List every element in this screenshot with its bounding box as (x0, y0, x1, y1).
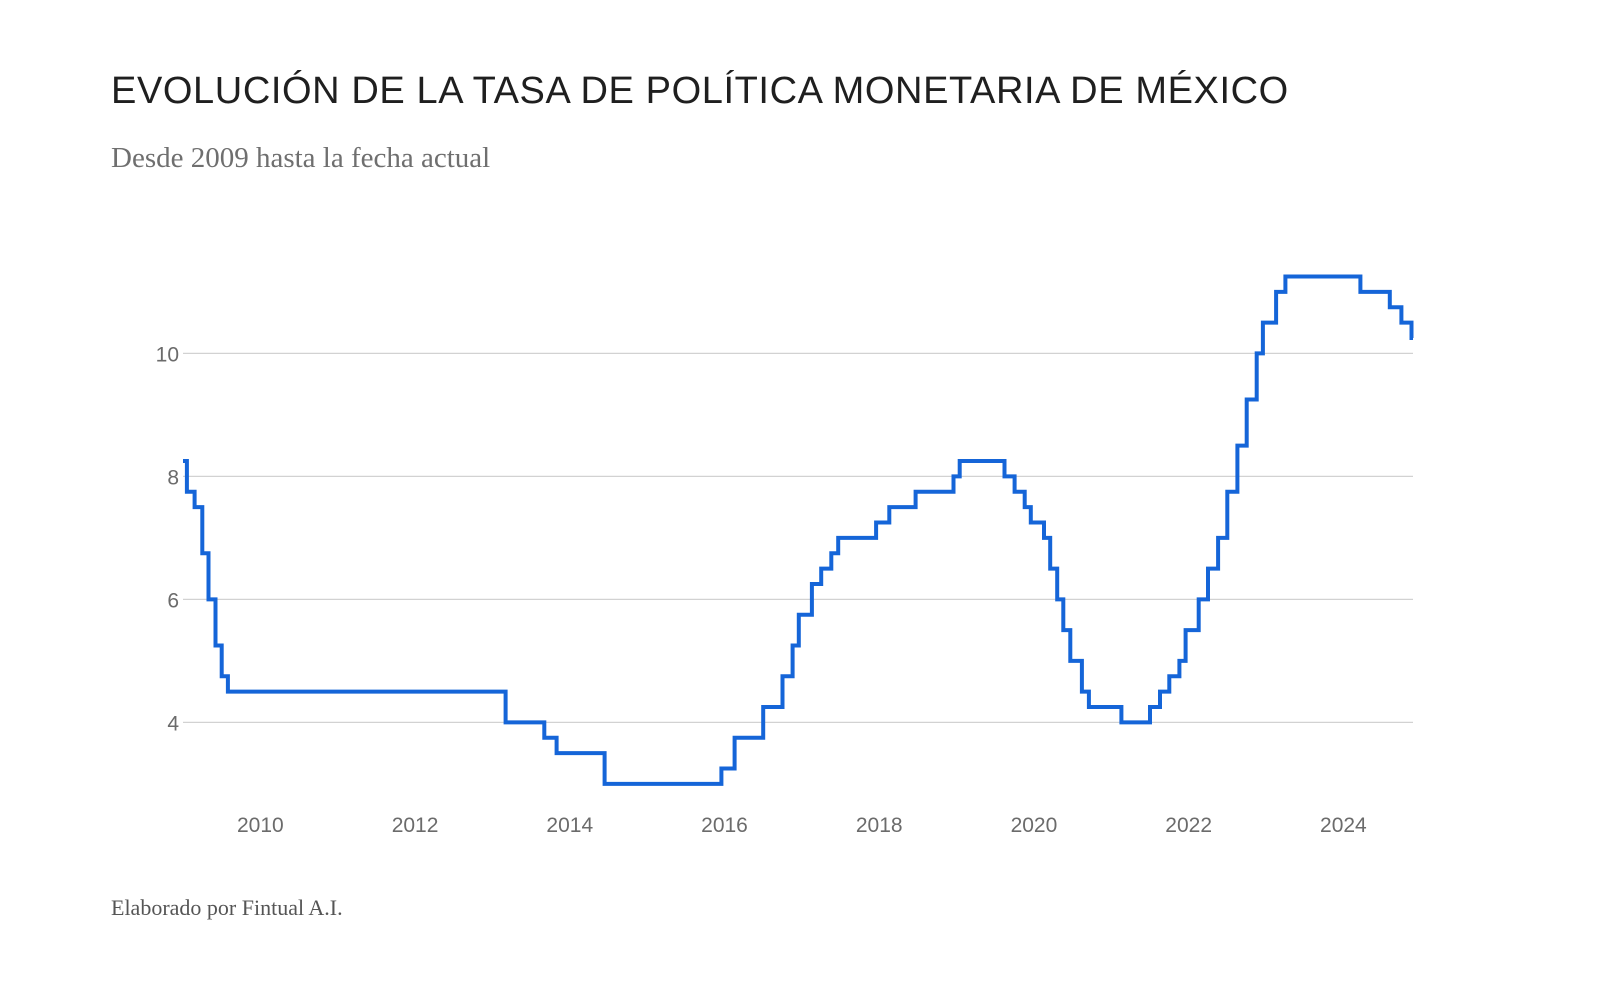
y-tick-label: 10 (156, 343, 179, 366)
y-axis-ticks: 4 6 8 10 (156, 343, 180, 735)
series-line-policy-rate (183, 274, 1414, 786)
y-tick-label: 6 (167, 589, 179, 612)
x-tick-label: 2018 (856, 814, 903, 837)
credit-text: Elaborado por Fintual A.I. (111, 895, 343, 920)
y-tick-label: 8 (167, 466, 179, 489)
x-tick-label: 2010 (237, 814, 284, 837)
x-tick-label: 2012 (392, 814, 439, 837)
x-axis-ticks: 2010 2012 2014 2016 2018 2020 2022 2024 (237, 814, 1367, 837)
chart-title: EVOLUCIÓN DE LA TASA DE POLÍTICA MONETAR… (111, 70, 1289, 112)
chart-subtitle: Desde 2009 hasta la fecha actual (111, 142, 491, 174)
y-tick-label: 4 (167, 712, 179, 735)
x-tick-label: 2016 (701, 814, 748, 837)
x-tick-label: 2022 (1165, 814, 1212, 837)
x-tick-label: 2024 (1320, 814, 1367, 837)
x-tick-label: 2020 (1011, 814, 1058, 837)
x-tick-label: 2014 (546, 814, 593, 837)
